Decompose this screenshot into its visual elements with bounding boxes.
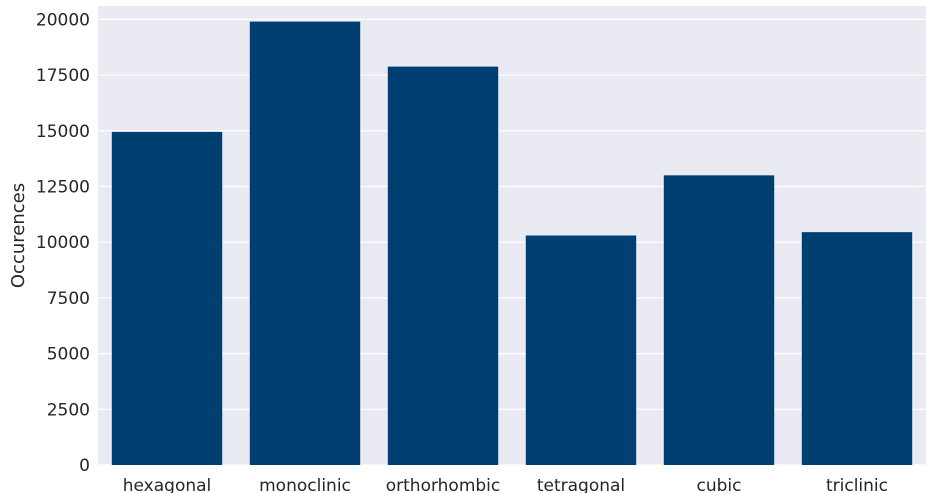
bar-triclinic	[801, 232, 913, 465]
y-tick-label: 15000	[36, 122, 90, 142]
x-tick-label: cubic	[697, 476, 742, 493]
y-tick-label: 2500	[47, 400, 90, 420]
bar-hexagonal	[111, 131, 223, 465]
y-tick-label: 17500	[36, 66, 90, 86]
bar-orthorhombic	[387, 66, 499, 465]
gridlines	[98, 18, 926, 466]
x-tick-label: tetragonal	[537, 476, 625, 493]
x-tick-label: orthorhombic	[386, 476, 501, 493]
y-tick-label: 5000	[47, 345, 90, 365]
y-axis-label: Occurences	[8, 183, 29, 288]
plot-area	[98, 6, 926, 465]
bar-cubic	[663, 175, 775, 465]
bars	[111, 21, 913, 466]
bar-monoclinic	[249, 21, 361, 466]
x-tick-label: hexagonal	[123, 476, 212, 493]
bar-tetragonal	[525, 235, 637, 465]
x-tick-label: triclinic	[826, 476, 888, 493]
y-tick-label: 0	[79, 456, 90, 476]
y-tick-label: 20000	[36, 10, 90, 30]
y-tick-label: 7500	[47, 289, 90, 309]
x-tick-label: monoclinic	[259, 476, 351, 493]
y-tick-label: 12500	[36, 177, 90, 197]
y-tick-label: 10000	[36, 233, 90, 253]
x-tick-labels: hexagonal monoclinic orthorhombic tetragona…	[123, 476, 888, 493]
y-tick-labels: 0 2500 5000 7500 10000 12500 15000 17500 20000	[36, 10, 90, 476]
